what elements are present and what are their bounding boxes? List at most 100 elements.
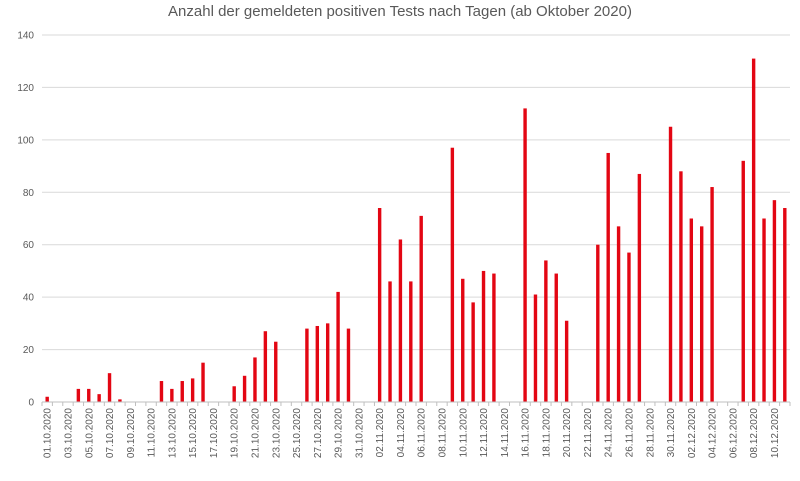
bar [523, 108, 527, 403]
bar [710, 187, 714, 402]
bar [159, 381, 164, 402]
y-tick-label: 0 [28, 398, 34, 409]
y-tick-label: 40 [23, 293, 35, 304]
y-tick-label: 100 [17, 135, 34, 146]
bar [253, 357, 257, 402]
bar [627, 252, 631, 402]
x-tick-label: 26.11.2020 [624, 408, 635, 458]
bar [783, 208, 787, 402]
x-tick-label: 12.11.2020 [479, 408, 490, 458]
bar [87, 388, 91, 402]
x-tick-label: 13.10.2020 [167, 408, 178, 458]
bar [616, 226, 621, 402]
x-tick-label: 24.11.2020 [604, 408, 615, 458]
bar [668, 126, 673, 402]
x-tick-label: 06.11.2020 [417, 408, 428, 458]
x-axis [41, 401, 791, 406]
bar [118, 399, 122, 402]
bar [170, 388, 174, 402]
x-tick-label: 17.10.2020 [209, 408, 220, 458]
bar [637, 173, 642, 402]
bar [274, 341, 278, 402]
y-tick-label: 60 [23, 240, 35, 251]
bar [388, 281, 392, 402]
y-tick-label: 140 [17, 31, 34, 42]
bar [596, 244, 600, 402]
bar [461, 278, 465, 402]
x-tick-label: 27.10.2020 [313, 408, 324, 458]
x-tick-label: 10.12.2020 [770, 408, 781, 458]
x-tick-label: 04.12.2020 [708, 408, 719, 458]
bar [263, 331, 268, 402]
bar [751, 58, 756, 403]
bar [419, 215, 423, 402]
bar [315, 325, 320, 402]
bar [533, 294, 538, 402]
bar [492, 273, 496, 402]
bar [201, 362, 205, 402]
bar [325, 323, 330, 402]
x-tick-label: 16.11.2020 [521, 408, 532, 458]
x-tick-label: 14.11.2020 [500, 408, 511, 458]
bar [699, 226, 704, 402]
bar [76, 388, 81, 402]
bar [544, 260, 548, 402]
bar [471, 302, 475, 402]
bar [564, 320, 569, 402]
bar [336, 291, 340, 402]
bar [679, 171, 683, 402]
x-tick-label: 08.11.2020 [437, 408, 448, 458]
x-tick-label: 19.10.2020 [230, 408, 241, 458]
x-tick-label: 23.10.2020 [271, 408, 282, 458]
bar [689, 218, 694, 402]
x-tick-label: 21.10.2020 [250, 408, 261, 458]
x-tick-label: 28.11.2020 [645, 408, 656, 458]
x-tick-label: 30.11.2020 [666, 408, 677, 458]
x-tick-label: 15.10.2020 [188, 408, 199, 458]
bar [554, 273, 558, 402]
bar [180, 381, 184, 402]
x-tick-label: 07.10.2020 [105, 408, 116, 458]
x-tick-label: 11.10.2020 [147, 408, 158, 458]
x-tick-label: 18.11.2020 [541, 408, 552, 458]
x-tick-label: 20.11.2020 [562, 408, 573, 458]
bar [97, 394, 101, 402]
bar [741, 160, 745, 402]
y-axis-tick-labels: 0 20 40 60 80 100 120 140 [17, 31, 34, 409]
chart-title: Anzahl der gemeldeten positiven Tests na… [168, 3, 632, 20]
x-axis-tick-labels: 01.10.2020 03.10.2020 05.10.2020 07.10.2020… [43, 408, 781, 458]
bar [107, 373, 112, 402]
bar [242, 375, 247, 402]
x-tick-label: 10.11.2020 [458, 408, 469, 458]
x-tick-label: 02.12.2020 [687, 408, 698, 458]
bar [190, 378, 195, 402]
bar [232, 386, 236, 402]
bar [772, 200, 777, 402]
x-tick-label: 03.10.2020 [63, 408, 74, 458]
bar [305, 328, 309, 402]
bar [377, 208, 382, 402]
x-tick-label: 08.12.2020 [749, 408, 760, 458]
bar [606, 152, 610, 402]
x-tick-label: 01.10.2020 [43, 408, 54, 458]
x-tick-label: 22.11.2020 [583, 408, 594, 458]
bar [762, 218, 766, 402]
bars [45, 58, 787, 403]
bar [481, 270, 486, 402]
x-tick-label: 31.10.2020 [354, 408, 365, 458]
gridlines [42, 34, 790, 351]
x-tick-label: 04.11.2020 [396, 408, 407, 458]
bar [346, 328, 351, 402]
y-tick-label: 20 [23, 345, 35, 356]
bar [398, 239, 403, 402]
bar [45, 396, 49, 402]
y-tick-label: 80 [23, 188, 35, 199]
x-tick-label: 09.10.2020 [126, 408, 137, 458]
x-tick-label: 02.11.2020 [375, 408, 386, 458]
bar [450, 147, 455, 402]
bar [409, 281, 413, 402]
y-tick-label: 120 [17, 83, 34, 94]
x-tick-label: 29.10.2020 [334, 408, 345, 458]
x-tick-label: 25.10.2020 [292, 408, 303, 458]
